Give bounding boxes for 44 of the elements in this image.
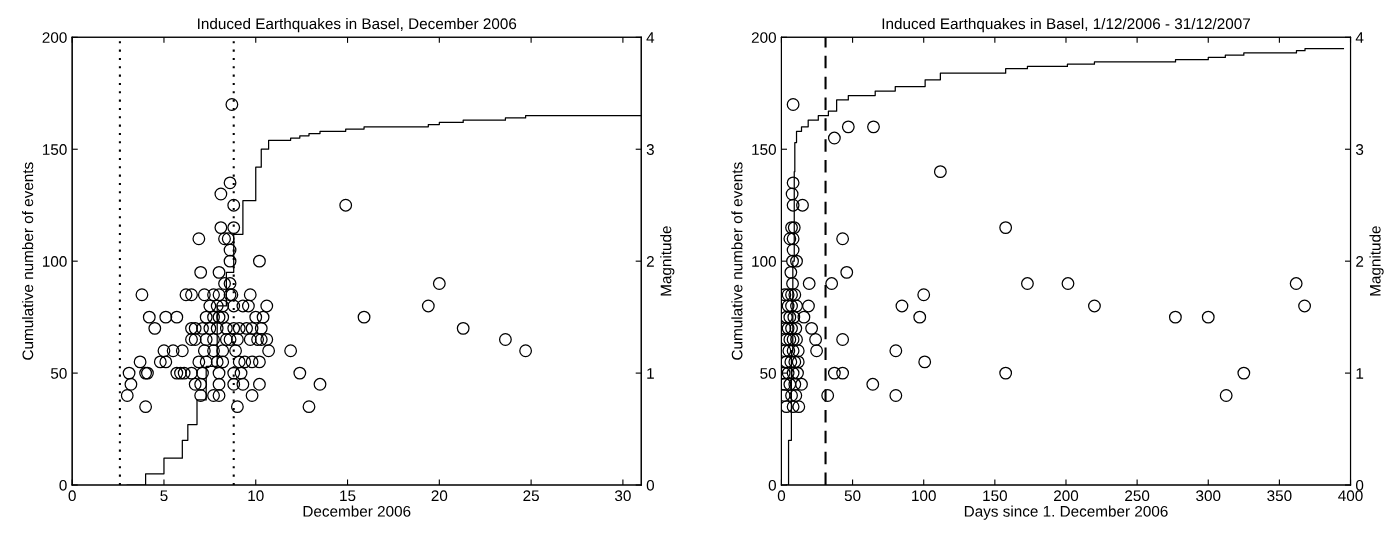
y-axis-title: Cumulative number of events bbox=[22, 162, 34, 360]
y-tick-label: 150 bbox=[752, 144, 776, 155]
x-tick-label: 300 bbox=[1196, 490, 1221, 502]
y-tick-label: 100 bbox=[42, 256, 67, 267]
y2-tick-label: 2 bbox=[646, 256, 654, 267]
x-tick-label: 50 bbox=[844, 490, 861, 502]
x-tick-label: 5 bbox=[160, 490, 168, 502]
x-tick-label: 30 bbox=[614, 490, 631, 502]
y-axis-title: Cumulative number of events bbox=[731, 162, 743, 360]
y2-tick-label: 1 bbox=[1356, 368, 1364, 379]
y-tick-label: 200 bbox=[42, 32, 67, 43]
y-tick-label: 0 bbox=[768, 479, 776, 491]
y-tick-label: 0 bbox=[59, 479, 67, 491]
y2-tick-label: 2 bbox=[1356, 256, 1364, 267]
x-tick-label: 100 bbox=[912, 490, 936, 502]
x-tick-label: 350 bbox=[1267, 490, 1292, 502]
x-tick-label: 10 bbox=[248, 490, 264, 502]
x-tick-label: 200 bbox=[1054, 490, 1079, 502]
x-tick-label: 0 bbox=[777, 490, 786, 502]
y2-tick-label: 4 bbox=[646, 32, 655, 43]
x-tick-label: 25 bbox=[523, 490, 539, 502]
x-tick-label: 400 bbox=[1338, 490, 1363, 502]
x-tick-label: 15 bbox=[340, 490, 356, 502]
y2-tick-label: 0 bbox=[646, 479, 655, 491]
y-tick-label: 50 bbox=[760, 367, 776, 379]
y2-tick-label: 1 bbox=[647, 368, 654, 379]
x-axis-title: December 2006 bbox=[303, 505, 411, 517]
x-tick-label: 0 bbox=[68, 490, 76, 502]
y2-tick-label: 4 bbox=[1355, 32, 1364, 43]
y-tick-label: 50 bbox=[50, 367, 67, 379]
x-axis-title: Days since 1. December 2006 bbox=[964, 505, 1168, 520]
y2-axis-title: Magnitude bbox=[660, 226, 675, 296]
y2-tick-label: 3 bbox=[646, 144, 654, 155]
x-tick-label: 250 bbox=[1125, 490, 1150, 502]
y-tick-label: 100 bbox=[752, 256, 776, 267]
y-tick-label: 200 bbox=[751, 32, 776, 43]
y-tick-label: 150 bbox=[42, 144, 67, 155]
x-tick-label: 150 bbox=[983, 490, 1007, 502]
chart-title: Induced Earthquakes in Basel, 1/12/2006 - 31/12/2007 bbox=[882, 17, 1250, 33]
y2-tick-label: 0 bbox=[1355, 479, 1364, 491]
y2-axis-title: Magnitude bbox=[1369, 226, 1384, 296]
x-tick-label: 20 bbox=[431, 490, 448, 502]
chart-title: Induced Earthquakes in Basel, December 2006 bbox=[198, 17, 517, 33]
y2-tick-label: 3 bbox=[1355, 144, 1364, 155]
